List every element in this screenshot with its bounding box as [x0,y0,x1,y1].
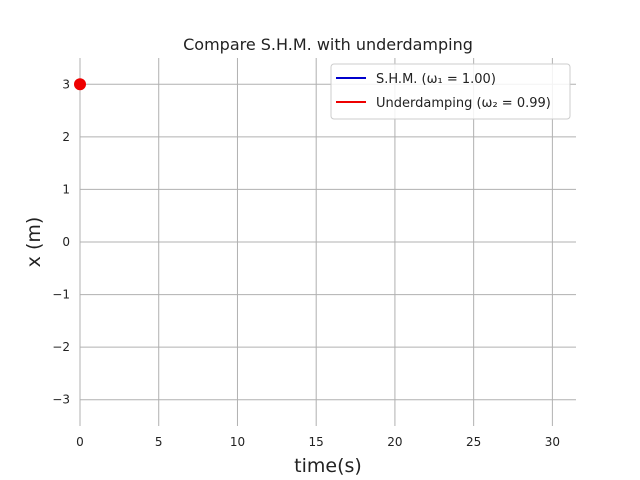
x-axis-label: time(s) [294,455,362,477]
y-tick-label: −2 [52,340,70,354]
legend: S.H.M. (ω₁ = 1.00) Underdamping (ω₂ = 0.… [330,63,571,120]
legend-label-underdamping: Underdamping (ω₂ = 0.99) [376,96,551,111]
x-tick-label: 10 [230,435,245,449]
y-tick-label: −3 [52,393,70,407]
y-tick-label: −1 [52,288,70,302]
x-tick-label: 5 [155,435,163,449]
chart-title: Compare S.H.M. with underdamping [183,35,473,54]
x-tick-label: 25 [466,435,481,449]
x-tick-label: 20 [387,435,402,449]
y-tick-label: 2 [62,130,70,144]
x-tick-label: 0 [76,435,84,449]
position-marker [74,78,86,91]
y-axis-label: x (m) [23,217,45,268]
y-tick-label: 3 [62,77,70,91]
y-tick-label: 0 [62,235,70,249]
x-tick-label: 30 [545,435,560,449]
legend-label-shm: S.H.M. (ω₁ = 1.00) [376,72,496,87]
legend-frame [330,63,571,120]
tick-labels: 0 5 10 15 20 25 30 −3 −2 −1 0 1 2 3 [52,77,560,449]
series-layer [74,78,86,91]
x-tick-label: 15 [309,435,324,449]
y-tick-label: 1 [62,182,70,196]
